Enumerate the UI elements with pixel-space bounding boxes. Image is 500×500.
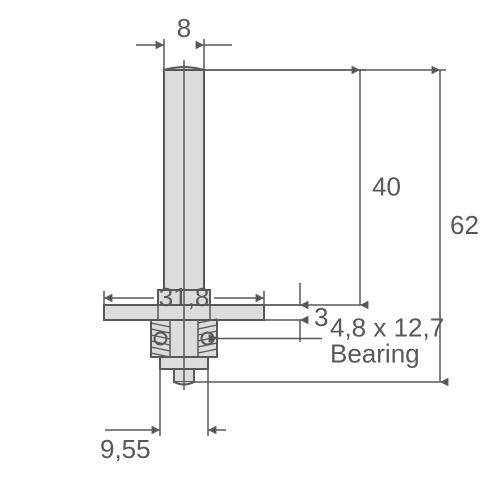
dim-cutter-diameter: 31,8 [159,282,210,312]
dim-overall-length: 62 [450,210,479,240]
dim-bearing-word: Bearing [330,339,420,369]
dim-shank-length: 40 [372,172,401,202]
dim-kerf: 3 [314,302,328,332]
dim-hub-width: 9,55 [100,434,151,464]
dim-shank-diameter: 8 [177,13,191,43]
